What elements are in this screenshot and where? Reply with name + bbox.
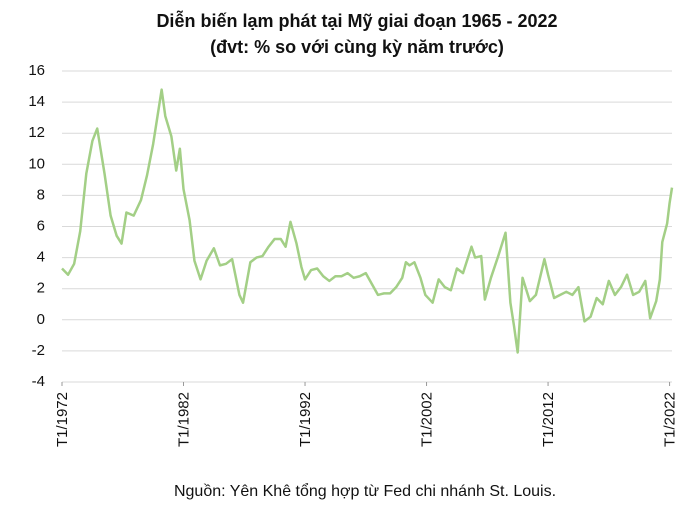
y-tick-label: -2 — [32, 342, 45, 359]
chart-subtitle: (đvt: % so với cùng kỳ năm trước) — [210, 37, 504, 57]
chart-title: Diễn biến lạm phát tại Mỹ giai đoạn 1965… — [156, 10, 557, 31]
y-tick-label: 4 — [37, 249, 45, 266]
x-tick-label: T1/2012 — [540, 392, 557, 447]
y-tick-label: 8 — [37, 186, 45, 203]
y-tick-label: 2 — [37, 280, 45, 297]
x-tick-label: T1/1992 — [297, 392, 314, 447]
y-tick-label: 6 — [37, 217, 45, 234]
y-tick-label: 14 — [28, 93, 45, 110]
line-series — [61, 88, 674, 354]
x-tick-label: T1/1972 — [54, 392, 71, 447]
y-tick-label: 12 — [28, 124, 45, 141]
y-tick-label: 0 — [37, 311, 45, 328]
x-tick-label: T1/2002 — [419, 392, 436, 447]
y-tick-label: -4 — [32, 373, 45, 390]
y-tick-label: 16 — [28, 62, 45, 79]
y-tick-label: 10 — [28, 155, 45, 172]
x-tick-label: T1/1982 — [175, 392, 192, 447]
x-tick-label: T1/2022 — [662, 392, 679, 447]
source-note: Nguồn: Yên Khê tổng hợp từ Fed chi nhánh… — [174, 482, 556, 500]
